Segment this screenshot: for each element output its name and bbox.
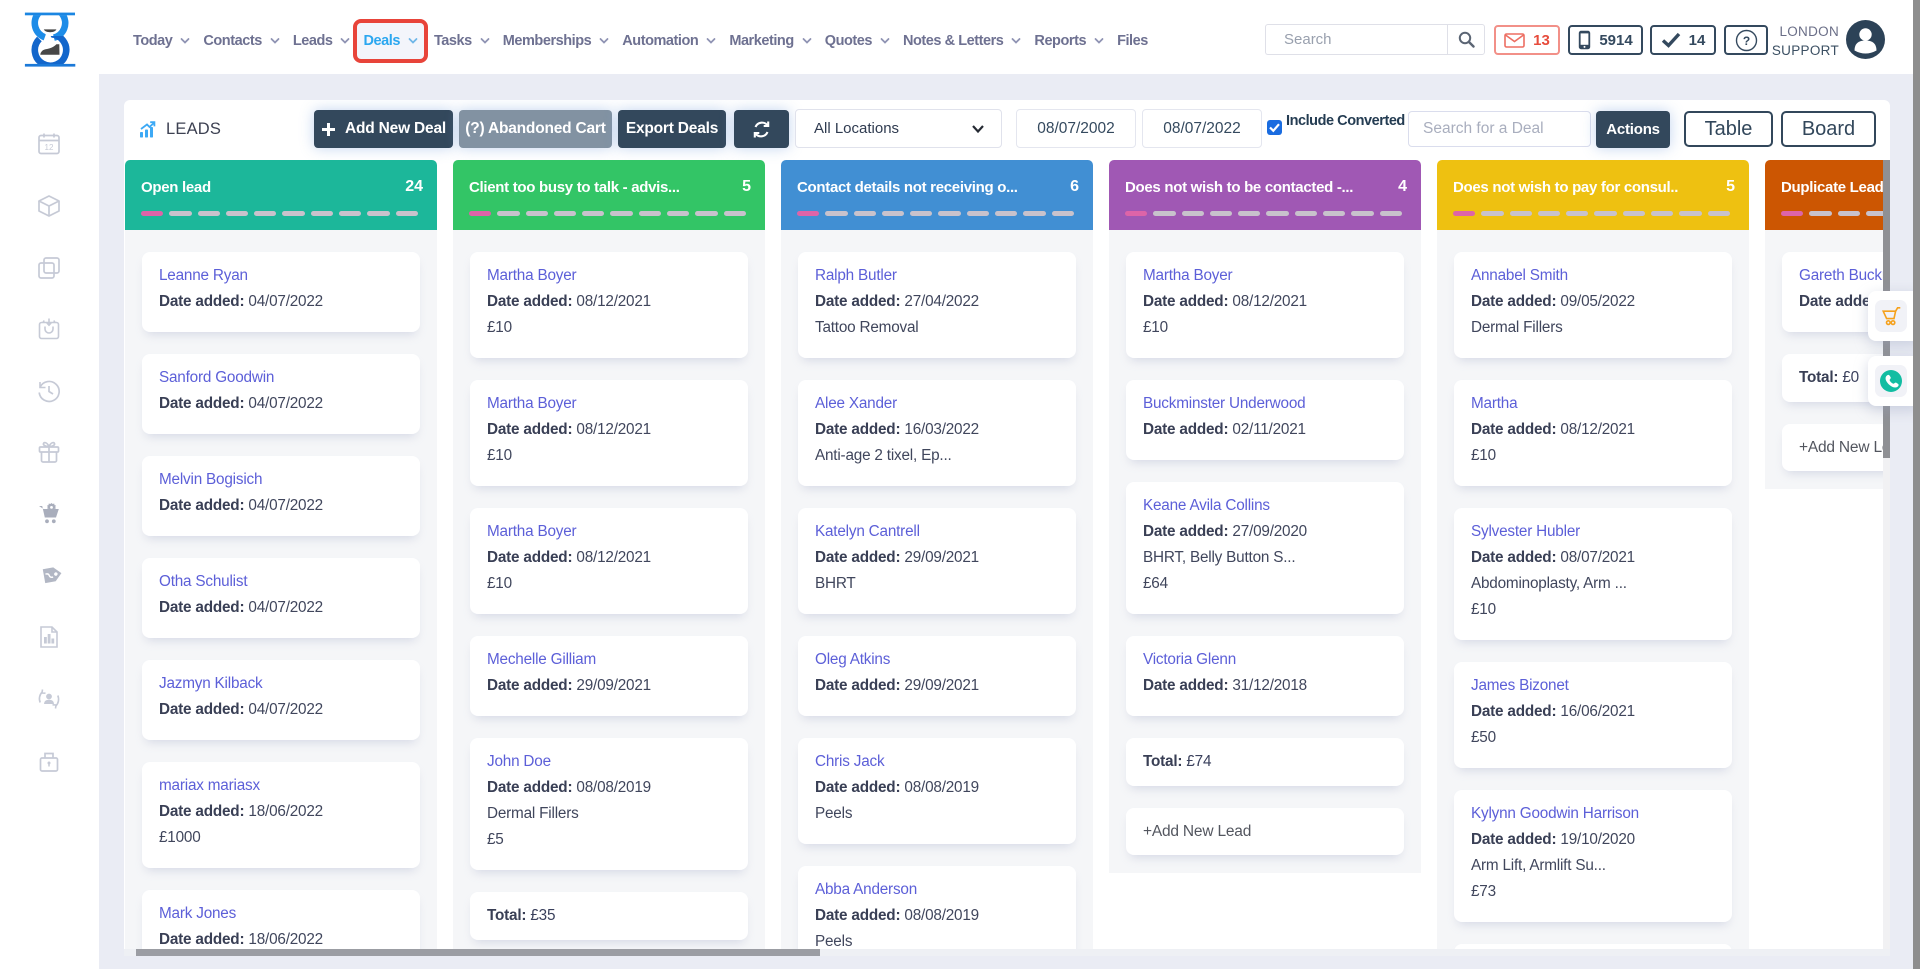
svg-text:?: ? — [1742, 34, 1749, 48]
svg-text:12: 12 — [45, 143, 54, 152]
